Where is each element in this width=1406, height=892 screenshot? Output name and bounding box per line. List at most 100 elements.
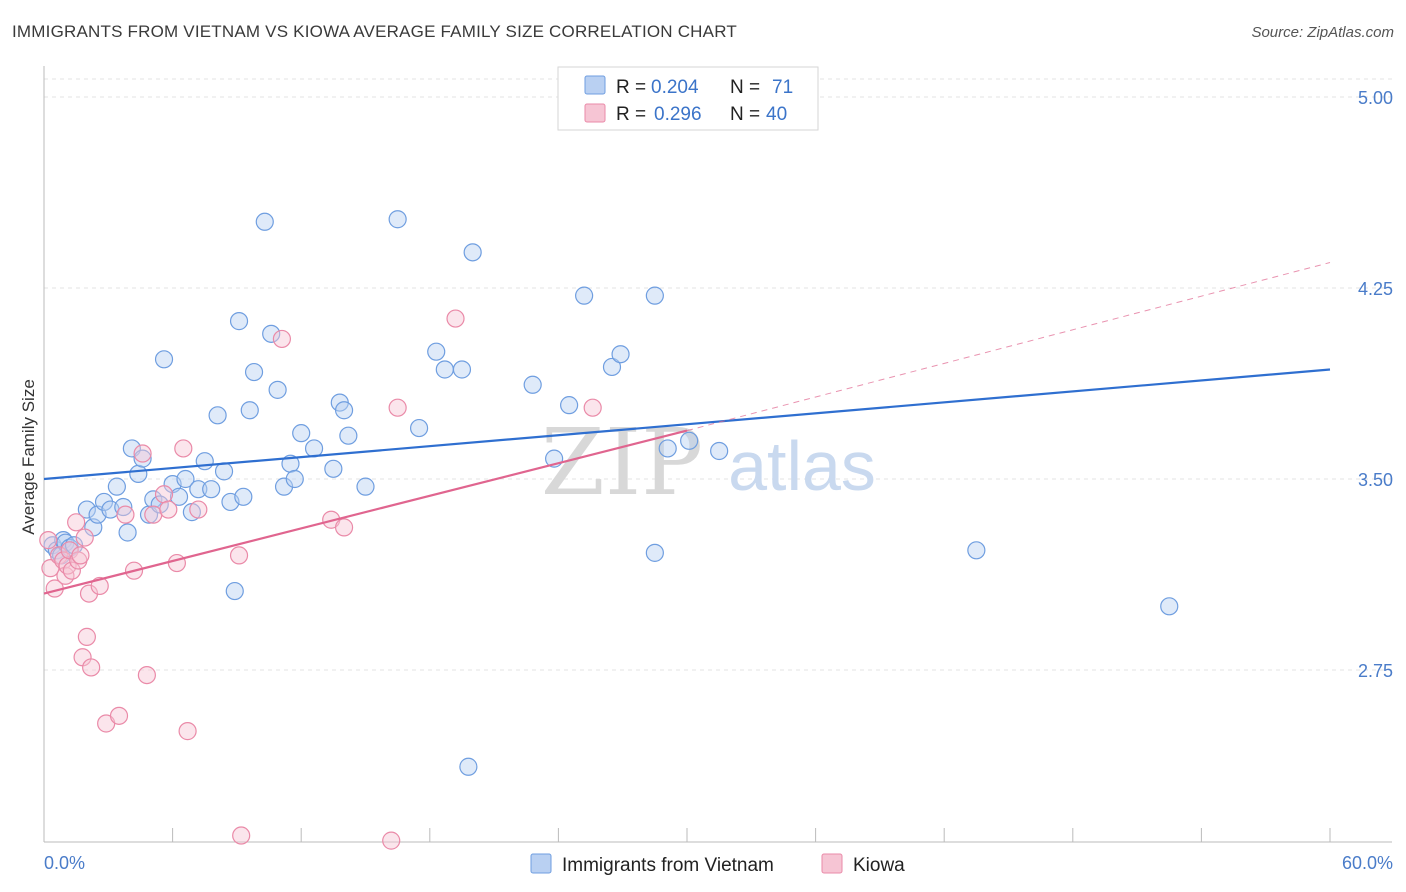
point-vietnam — [189, 480, 208, 499]
x-tick-max: 60.0% — [1342, 853, 1393, 873]
point-vietnam — [409, 418, 429, 438]
point-vietnam — [463, 243, 482, 262]
point-vietnam — [645, 543, 664, 562]
legend-swatch-vietnam — [584, 75, 606, 95]
point-vietnam — [427, 342, 446, 361]
legend-r-label-2: R = — [616, 104, 646, 125]
chart-title: IMMIGRANTS FROM VIETNAM VS KIOWA AVERAGE… — [12, 22, 737, 41]
x-tick-min: 0.0% — [44, 853, 85, 873]
point-kiowa — [75, 528, 94, 547]
legend-swatch-kiowa — [584, 103, 606, 123]
point-vietnam — [285, 469, 304, 489]
point-vietnam — [150, 495, 169, 514]
point-kiowa — [77, 627, 96, 646]
point-vietnam — [240, 401, 259, 420]
y-tick-labels: 2.75 3.50 4.25 5.00 — [1358, 88, 1393, 681]
point-kiowa — [189, 500, 208, 519]
point-vietnam — [202, 480, 221, 499]
y-tick-label: 5.00 — [1358, 88, 1393, 108]
stats-legend: R = 0.204 N = 71 R = 0.296 N = 40 — [557, 66, 819, 131]
point-kiowa — [174, 439, 193, 458]
point-vietnam — [523, 375, 542, 394]
point-vietnam — [262, 324, 281, 343]
legend-n-value-1: 71 — [772, 77, 793, 98]
point-vietnam — [339, 426, 358, 445]
point-vietnam — [560, 396, 579, 415]
point-vietnam — [967, 541, 986, 560]
point-vietnam — [1160, 597, 1179, 616]
point-vietnam — [459, 757, 478, 776]
bottom-legend-kiowa: Kiowa — [853, 855, 905, 876]
point-vietnam — [388, 210, 407, 229]
point-kiowa — [133, 444, 152, 463]
point-vietnam — [452, 360, 472, 379]
point-vietnam — [176, 469, 195, 489]
point-vietnam — [77, 500, 96, 519]
point-kiowa — [229, 546, 249, 565]
point-vietnam — [94, 492, 114, 512]
point-vietnam — [292, 424, 311, 443]
point-vietnam — [244, 362, 264, 382]
point-vietnam — [225, 581, 244, 601]
y-tick-label: 3.50 — [1358, 470, 1393, 490]
point-kiowa — [272, 329, 292, 349]
point-kiowa — [39, 531, 58, 550]
point-vietnam — [324, 459, 343, 478]
watermark-atlas: atlas — [728, 427, 876, 505]
bottom-swatch-kiowa — [821, 853, 843, 874]
point-kiowa — [446, 309, 465, 328]
series-legend: Immigrants from Vietnam Kiowa — [530, 853, 905, 876]
point-kiowa — [90, 576, 109, 596]
point-vietnam — [658, 439, 677, 458]
point-vietnam — [602, 357, 622, 377]
watermark-zip: ZIP — [541, 409, 703, 516]
point-vietnam — [334, 401, 354, 420]
point-vietnam — [611, 345, 630, 364]
bottom-swatch-vietnam — [530, 853, 552, 874]
legend-n-label-2: N = — [730, 104, 760, 125]
point-vietnam — [169, 487, 189, 506]
point-vietnam — [129, 464, 148, 484]
legend-n-value-2: 40 — [766, 104, 787, 125]
point-kiowa — [67, 513, 86, 532]
point-kiowa — [178, 722, 197, 741]
legend-n-label-1: N = — [730, 77, 760, 98]
point-vietnam — [229, 312, 249, 331]
data-points — [39, 210, 1179, 850]
point-vietnam — [575, 286, 594, 305]
point-vietnam — [208, 406, 227, 425]
point-kiowa — [62, 561, 81, 580]
point-kiowa — [232, 826, 251, 845]
y-axis-label: Average Family Size — [19, 379, 38, 535]
point-vietnam — [304, 439, 324, 458]
legend-r-label-1: R = — [616, 77, 646, 98]
y-tick-label: 4.25 — [1358, 279, 1393, 299]
point-vietnam — [234, 487, 253, 506]
axes — [43, 66, 1392, 843]
point-vietnam — [356, 477, 375, 496]
point-kiowa — [382, 831, 401, 850]
point-vietnam — [133, 449, 152, 468]
trend-lines — [43, 262, 1331, 595]
point-vietnam — [118, 523, 137, 542]
legend-r-value-1: 0.204 — [651, 77, 699, 98]
point-kiowa — [116, 505, 135, 524]
legend-r-value-2: 0.296 — [654, 104, 702, 125]
point-kiowa — [159, 500, 178, 519]
point-vietnam — [645, 286, 664, 305]
trend-line-vietnam — [43, 368, 1331, 481]
point-kiowa — [167, 553, 186, 573]
bottom-legend-vietnam: Immigrants from Vietnam — [562, 855, 774, 876]
point-vietnam — [680, 431, 699, 450]
chart-source: Source: ZipAtlas.com — [1251, 24, 1394, 41]
point-vietnam — [435, 360, 454, 379]
point-kiowa — [334, 518, 354, 537]
point-vietnam — [195, 452, 214, 471]
point-vietnam — [268, 380, 287, 399]
trend-line-kiowa — [43, 429, 688, 595]
point-kiowa — [137, 665, 156, 685]
point-vietnam — [107, 477, 126, 496]
point-vietnam — [154, 350, 174, 369]
point-vietnam — [214, 462, 234, 481]
